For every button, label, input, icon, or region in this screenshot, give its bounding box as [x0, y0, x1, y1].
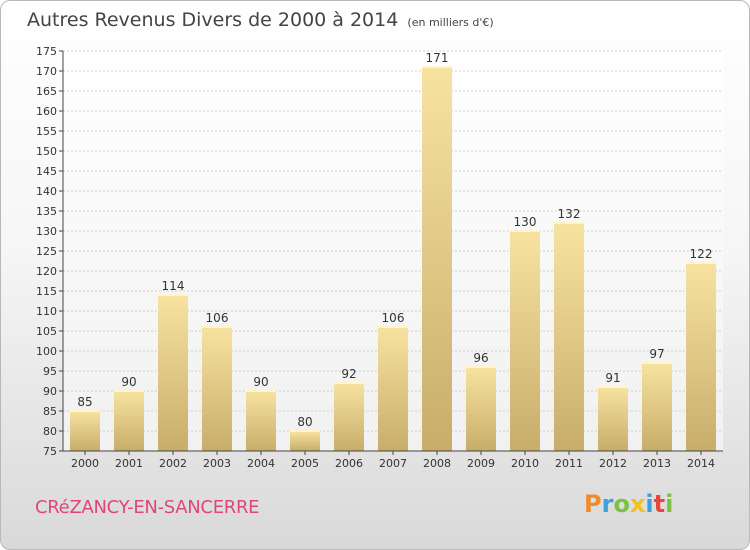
- logo-letter: r: [601, 490, 614, 518]
- bar: [202, 327, 232, 451]
- chart-subtitle: (en milliers d'€): [407, 16, 494, 29]
- bar: [466, 367, 496, 451]
- logo-letter: i: [645, 490, 654, 518]
- data-label: 171: [426, 51, 449, 65]
- y-tick-label: 145: [36, 165, 57, 178]
- data-label: 122: [690, 247, 713, 261]
- x-tick-label: 2010: [511, 457, 539, 470]
- bar: [158, 295, 188, 451]
- y-tick-label: 125: [36, 245, 57, 258]
- data-label: 96: [473, 351, 488, 365]
- bar: [642, 363, 672, 451]
- bar: [422, 67, 452, 451]
- y-tick-label: 115: [36, 285, 57, 298]
- data-label: 92: [341, 367, 356, 381]
- x-tick-label: 2006: [335, 457, 363, 470]
- y-tick-label: 150: [36, 145, 57, 158]
- x-tick-label: 2003: [203, 457, 231, 470]
- y-tick-label: 135: [36, 205, 57, 218]
- x-tick-label: 2005: [291, 457, 319, 470]
- bar: [70, 411, 100, 451]
- logo-letter: P: [584, 490, 602, 518]
- y-tick-label: 95: [43, 365, 57, 378]
- data-label: 106: [206, 311, 229, 325]
- logo-letter: t: [653, 490, 666, 518]
- logo-letter: x: [629, 490, 646, 518]
- x-tick-label: 2004: [247, 457, 275, 470]
- x-tick-label: 2007: [379, 457, 407, 470]
- data-label: 90: [253, 375, 268, 389]
- bar: [686, 263, 716, 451]
- x-tick-label: 2000: [71, 457, 99, 470]
- y-tick-label: 100: [36, 345, 57, 358]
- x-tick-label: 2001: [115, 457, 143, 470]
- x-tick-label: 2011: [555, 457, 583, 470]
- data-label: 132: [558, 207, 581, 221]
- y-tick-label: 165: [36, 85, 57, 98]
- y-tick-label: 170: [36, 65, 57, 78]
- bar: [246, 391, 276, 451]
- bar: [114, 391, 144, 451]
- x-tick-label: 2012: [599, 457, 627, 470]
- chart-header: Autres Revenus Divers de 2000 à 2014 (en…: [27, 9, 494, 31]
- y-tick-label: 160: [36, 105, 57, 118]
- y-tick-label: 175: [36, 45, 57, 58]
- x-tick-label: 2013: [643, 457, 671, 470]
- y-tick-label: 110: [36, 305, 57, 318]
- y-tick-label: 120: [36, 265, 57, 278]
- proxiti-logo: Proxiti: [584, 490, 673, 518]
- commune-name: CRéZANCY-EN-SANCERRE: [35, 497, 260, 518]
- data-label: 106: [382, 311, 405, 325]
- data-label: 130: [514, 215, 537, 229]
- bar: [378, 327, 408, 451]
- data-label: 90: [121, 375, 136, 389]
- data-label: 97: [649, 347, 664, 361]
- x-tick-label: 2014: [687, 457, 715, 470]
- data-label: 80: [297, 415, 312, 429]
- x-tick-label: 2008: [423, 457, 451, 470]
- x-tick-label: 2009: [467, 457, 495, 470]
- bar: [598, 387, 628, 451]
- data-label: 85: [77, 395, 92, 409]
- x-tick-label: 2002: [159, 457, 187, 470]
- y-tick-label: 90: [43, 385, 57, 398]
- chart-title: Autres Revenus Divers de 2000 à 2014: [27, 9, 399, 31]
- bar: [290, 431, 320, 451]
- data-label: 114: [162, 279, 185, 293]
- bar: [554, 223, 584, 451]
- bar: [510, 231, 540, 451]
- y-tick-label: 105: [36, 325, 57, 338]
- data-label: 91: [605, 371, 620, 385]
- logo-letter: i: [665, 490, 674, 518]
- y-tick-label: 130: [36, 225, 57, 238]
- bar: [334, 383, 364, 451]
- y-tick-label: 80: [43, 425, 57, 438]
- y-tick-label: 140: [36, 185, 57, 198]
- logo-letter: o: [613, 490, 630, 518]
- y-tick-label: 85: [43, 405, 57, 418]
- y-tick-label: 155: [36, 125, 57, 138]
- y-tick-label: 75: [43, 445, 57, 458]
